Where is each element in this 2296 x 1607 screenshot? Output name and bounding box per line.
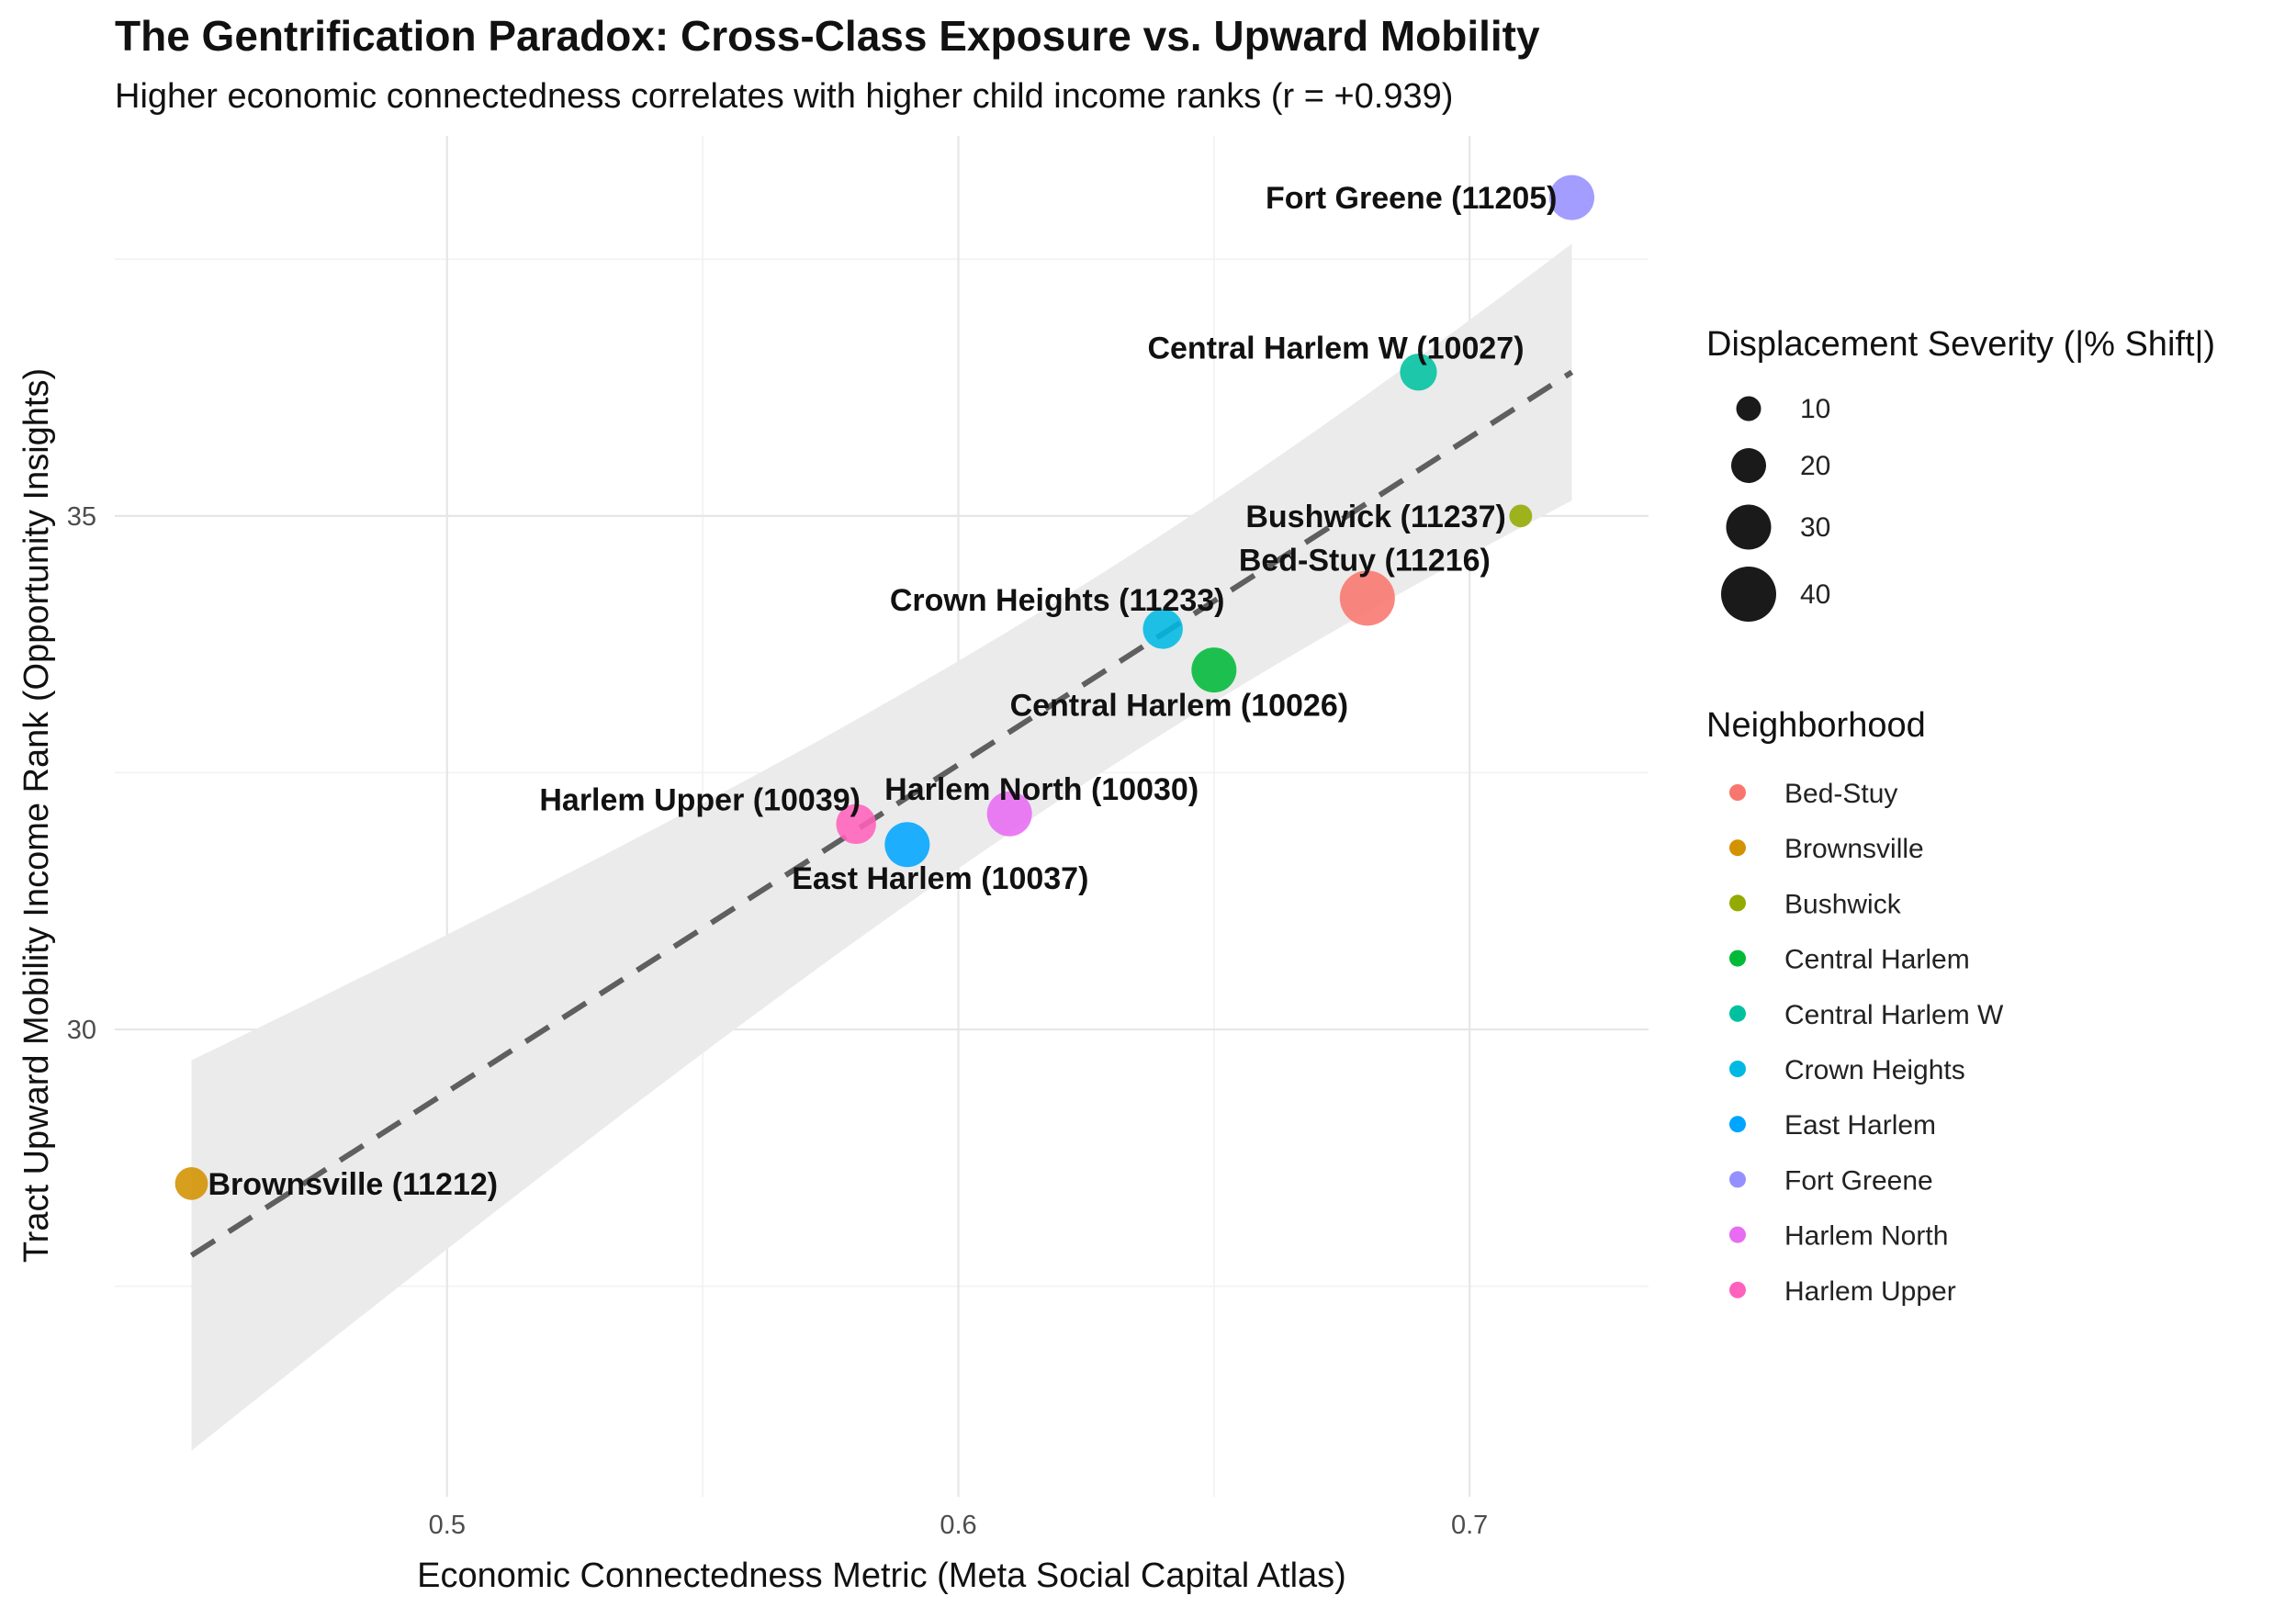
point-label-fort-greene: Fort Greene (11205) bbox=[1266, 181, 1557, 216]
size-legend-key bbox=[1721, 567, 1776, 622]
point-east-harlem bbox=[884, 822, 930, 868]
trend-line bbox=[189, 369, 1574, 1258]
point-label-central-harlem-w: Central Harlem W (10027) bbox=[1147, 331, 1524, 365]
color-legend-label: Brownsville bbox=[1784, 834, 1924, 864]
point-label-harlem-north: Harlem North (10030) bbox=[884, 772, 1199, 807]
point-label-bed-stuy: Bed-Stuy (11216) bbox=[1239, 543, 1491, 578]
color-legend-key bbox=[1729, 1226, 1746, 1243]
size-legend-items: 10 20 30 40 bbox=[1721, 394, 1830, 622]
point-fort-greene bbox=[1549, 174, 1594, 220]
point-harlem-north bbox=[986, 791, 1032, 837]
x-axis-tick-labels: 0.5 0.6 0.7 bbox=[429, 1511, 1489, 1540]
size-legend-label: 10 bbox=[1800, 394, 1830, 424]
color-legend-key bbox=[1729, 1171, 1746, 1188]
size-legend-key bbox=[1736, 396, 1761, 421]
size-legend-title: Displacement Severity (|% Shift|) bbox=[1706, 325, 2215, 364]
color-legend-key bbox=[1729, 950, 1746, 967]
size-legend-label: 20 bbox=[1800, 451, 1830, 481]
color-legend-key bbox=[1729, 1281, 1746, 1298]
point-crown-heights bbox=[1142, 609, 1183, 649]
x-tick-label: 0.7 bbox=[1451, 1511, 1488, 1540]
color-legend-key bbox=[1729, 894, 1746, 912]
color-legend-label: Harlem North bbox=[1784, 1221, 1948, 1252]
point-label-brownsville: Brownsville (11212) bbox=[208, 1167, 499, 1202]
color-legend-label: East Harlem bbox=[1784, 1110, 1936, 1141]
size-legend-label: 30 bbox=[1800, 512, 1830, 543]
x-axis-title: Economic Connectedness Metric (Meta Soci… bbox=[417, 1556, 1346, 1595]
color-legend-key bbox=[1729, 1005, 1746, 1022]
y-tick-label: 30 bbox=[67, 1016, 96, 1045]
point-brownsville bbox=[174, 1166, 208, 1200]
size-legend-key bbox=[1726, 504, 1772, 550]
color-legend-label: Fort Greene bbox=[1784, 1165, 1933, 1196]
color-legend-title: Neighborhood bbox=[1706, 706, 1926, 745]
size-legend-label: 40 bbox=[1800, 579, 1830, 610]
chart-subtitle: Higher economic connectedness correlates… bbox=[115, 77, 1453, 116]
y-tick-label: 35 bbox=[67, 502, 96, 532]
x-tick-label: 0.5 bbox=[429, 1511, 466, 1540]
point-labels-layer: Bed-Stuy (11216) Brownsville (11212) Bushw… bbox=[208, 181, 1558, 1202]
point-label-bushwick: Bushwick (11237) bbox=[1245, 500, 1505, 534]
color-legend-items: Bed-Stuy Brownsville Bushwick Central Harle… bbox=[1729, 779, 2004, 1307]
chart-title: The Gentrification Paradox: Cross-Class … bbox=[115, 12, 1540, 60]
color-legend-key bbox=[1729, 1116, 1746, 1133]
color-legend-key bbox=[1729, 784, 1746, 801]
point-bushwick bbox=[1509, 504, 1533, 528]
point-bed-stuy bbox=[1339, 570, 1395, 626]
point-label-east-harlem: East Harlem (10037) bbox=[792, 861, 1088, 896]
point-label-harlem-upper: Harlem Upper (10039) bbox=[539, 782, 861, 817]
plot-panel: Bed-Stuy (11216) Brownsville (11212) Bushw… bbox=[115, 136, 1649, 1497]
points-layer bbox=[174, 174, 1594, 1200]
point-harlem-upper bbox=[836, 804, 876, 845]
confidence-band bbox=[191, 243, 1572, 1451]
point-central-harlem-w bbox=[1400, 354, 1437, 391]
point-central-harlem bbox=[1191, 647, 1237, 693]
color-legend-label: Crown Heights bbox=[1784, 1055, 1965, 1085]
size-legend: Displacement Severity (|% Shift|) 10 20 30… bbox=[1706, 325, 2215, 622]
color-legend-key bbox=[1729, 839, 1746, 857]
color-legend-label: Bushwick bbox=[1784, 889, 1902, 919]
color-legend-label: Central Harlem W bbox=[1784, 1000, 2004, 1030]
color-legend: Neighborhood Bed-Stuy Brownsville Bushwick… bbox=[1706, 706, 2004, 1307]
point-label-crown-heights: Crown Heights (11233) bbox=[890, 583, 1225, 618]
point-label-central-harlem: Central Harlem (10026) bbox=[1010, 689, 1349, 724]
color-legend-label: Harlem Upper bbox=[1784, 1276, 1956, 1307]
size-legend-key bbox=[1731, 448, 1766, 483]
y-axis-tick-labels: 30 35 bbox=[67, 502, 96, 1045]
color-legend-label: Central Harlem bbox=[1784, 945, 1970, 975]
y-axis-title: Tract Upward Mobility Income Rank (Oppor… bbox=[17, 368, 56, 1263]
color-legend-key bbox=[1729, 1061, 1746, 1077]
x-tick-label: 0.6 bbox=[940, 1511, 976, 1540]
color-legend-label: Bed-Stuy bbox=[1784, 779, 1897, 809]
